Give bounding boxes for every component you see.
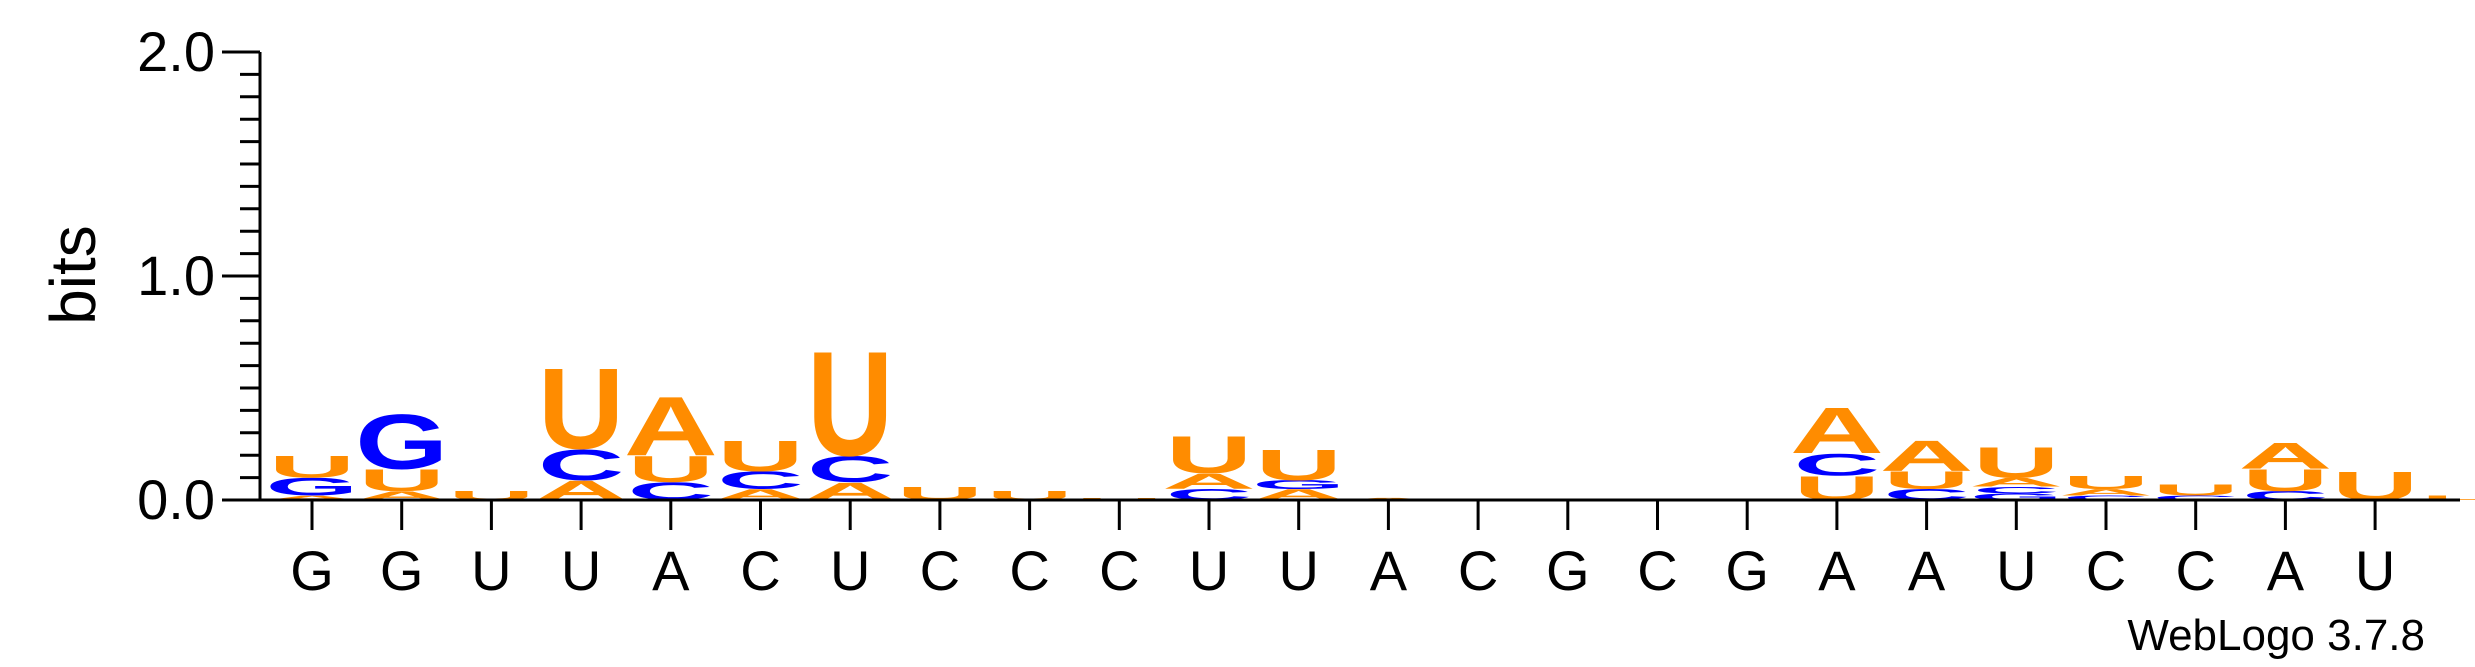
- x-tick-label: U: [1278, 539, 1318, 602]
- logo-stack: AGU: [265, 450, 359, 502]
- x-tick-label: C: [1458, 539, 1498, 602]
- logo-letter-u: U: [1883, 467, 1969, 495]
- logo-letter-u: U: [1973, 439, 2059, 487]
- logo-letter-g: G: [266, 473, 359, 501]
- logo-letter-u: U: [717, 432, 803, 480]
- logo-letter-u: U: [1256, 441, 1342, 489]
- x-tick-label: G: [380, 539, 424, 602]
- y-tick-label: 2.0: [137, 20, 215, 83]
- logo-letter-g: G: [1252, 478, 1345, 492]
- logo-letter-g: G: [1970, 492, 2063, 502]
- logo-stack: CAU: [2059, 472, 2153, 501]
- logo-letter-u: U: [628, 448, 714, 490]
- x-tick-label: C: [1009, 539, 1049, 602]
- weblogo-version-label: WebLogo 3.7.8: [2127, 611, 2425, 660]
- logo-stack: ACU: [803, 320, 897, 505]
- y-axis: 0.0 1.0 2.0: [137, 20, 262, 531]
- logo-letter-a: A: [1969, 475, 2063, 489]
- logo-letter-g: G: [355, 399, 448, 485]
- x-tick-label: G: [290, 539, 334, 602]
- x-tick-label: C: [1099, 539, 1139, 602]
- logo-stack: ACU: [534, 344, 628, 505]
- x-tick-label: A: [2267, 539, 2305, 602]
- logo-letter-a: A: [1880, 431, 1974, 480]
- logo-letter-c: C: [1973, 485, 2059, 495]
- logo-stack: CUA: [2238, 435, 2332, 502]
- x-tick-label: U: [1189, 539, 1229, 602]
- logo-letter-a: A: [624, 380, 718, 473]
- logo-letter-u: U: [359, 463, 445, 498]
- x-tick-label: G: [1725, 539, 1769, 602]
- y-tick-label: 1.0: [137, 244, 215, 307]
- x-tick-label: C: [2086, 539, 2126, 602]
- logo-letter-a: A: [2238, 435, 2332, 477]
- x-tick-label: A: [1818, 539, 1856, 602]
- x-tick-label: C: [2175, 539, 2215, 602]
- logo-stack: CU: [2153, 482, 2239, 502]
- x-tick-label: U: [830, 539, 870, 602]
- y-tick-label: 0.0: [137, 468, 215, 531]
- logo-letter-c: C: [1794, 448, 1880, 483]
- logo-stack: ACU: [713, 432, 807, 503]
- logo-letter-c: C: [807, 448, 893, 490]
- logo-letter-u: U: [2242, 463, 2328, 498]
- x-tick-label: A: [1370, 539, 1408, 602]
- x-tick-label: C: [740, 539, 780, 602]
- logo-letter-c: C: [538, 441, 624, 489]
- x-tick-label: A: [652, 539, 690, 602]
- x-tick-label: C: [920, 539, 960, 602]
- logo-stack: AUG: [355, 399, 449, 503]
- logo-letter-u: U: [2153, 482, 2239, 499]
- logo-letter-c: C: [2063, 494, 2149, 501]
- logo-stack: CUA: [1880, 431, 1974, 503]
- logo-letter-c: C: [2153, 494, 2239, 501]
- logo-letter-u: U: [538, 344, 624, 473]
- logo-letter-a: A: [1162, 469, 1256, 493]
- x-tick-label: U: [471, 539, 511, 602]
- logo-stack: CUA: [624, 380, 718, 505]
- logo-stack: UCA: [1790, 394, 1884, 507]
- logo-letter-u: U: [269, 450, 355, 485]
- y-axis-label: bits: [37, 225, 109, 325]
- logo-letter-u: U: [1166, 425, 1252, 485]
- logo-letter-u: U: [2422, 494, 2475, 501]
- logo-letter-u: U: [807, 320, 893, 487]
- x-tick-label: A: [1908, 539, 1946, 602]
- logo-letter-a: A: [265, 494, 359, 501]
- logo-stack: U: [2422, 494, 2475, 501]
- logo-letter-c: C: [717, 467, 803, 495]
- x-tick-label: U: [1996, 539, 2036, 602]
- logo-letter-a: A: [1790, 394, 1884, 467]
- x-tick-label: U: [2355, 539, 2395, 602]
- logo-letter-a: A: [2059, 487, 2153, 498]
- logo-stack: AGU: [1252, 441, 1346, 503]
- x-tick-label: U: [561, 539, 601, 602]
- logo-stack: CAU: [1162, 425, 1256, 503]
- x-tick-label: C: [1637, 539, 1677, 602]
- x-tick-label: G: [1546, 539, 1590, 602]
- logo-letter-u: U: [2063, 472, 2149, 493]
